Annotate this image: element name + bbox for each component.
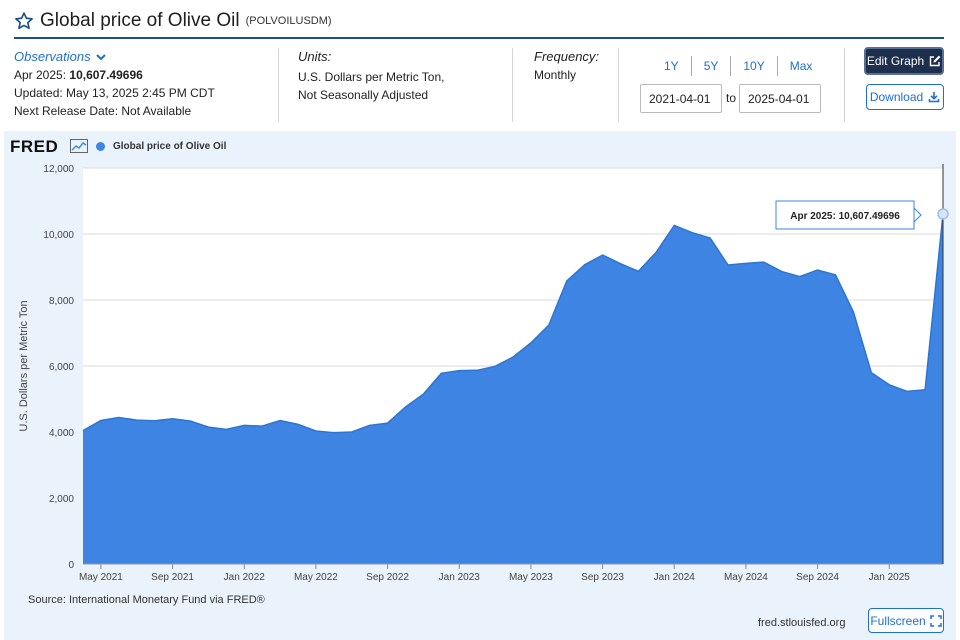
download-button[interactable]: Download (866, 84, 944, 110)
range-max-button[interactable]: Max (789, 59, 813, 73)
y-axis-title: U.S. Dollars per Metric Ton (18, 300, 30, 431)
range-separator (690, 56, 692, 76)
legend-label: Global price of Olive Oil (113, 141, 227, 152)
x-tick-label: May 2023 (509, 572, 553, 583)
legend-swatch (96, 142, 105, 151)
x-tick-label: May 2024 (724, 572, 768, 583)
date-to-label: to (726, 91, 737, 105)
x-tick-label: Sep 2023 (581, 572, 624, 583)
latest-observation-label: Apr 2025: (14, 68, 67, 82)
download-label: Download (869, 90, 924, 104)
y-tick-label: 12,000 (43, 164, 74, 175)
x-tick-label: Jan 2024 (654, 572, 696, 583)
units-line-2: Not Seasonally Adjusted (298, 88, 429, 102)
observations-block: Observations Apr 2025: 10,607.49696 Upda… (14, 48, 215, 120)
x-tick-label: Jan 2022 (224, 572, 266, 583)
x-tick-label: Sep 2021 (151, 572, 194, 583)
footer-url[interactable]: fred.stlouisfed.org (758, 617, 846, 629)
end-date-input[interactable] (739, 84, 821, 113)
latest-observation: Apr 2025: 10,607.49696 (14, 66, 215, 84)
fullscreen-label: Fullscreen (870, 613, 926, 628)
x-tick-label: Jan 2025 (869, 572, 911, 583)
edit-graph-button[interactable]: Edit Graph (864, 47, 944, 75)
tooltip-box (775, 200, 915, 230)
x-tick-label: Sep 2022 (366, 572, 409, 583)
y-tick-label: 6,000 (49, 362, 74, 373)
hover-point (937, 208, 949, 220)
series-line (82, 213, 944, 434)
latest-observation-value: 10,607.49696 (69, 68, 143, 82)
observations-heading: Observations (14, 49, 91, 64)
updated-text: Updated: May 13, 2025 2:45 PM CDT (14, 86, 215, 100)
meta-divider (844, 48, 845, 122)
meta-divider (618, 48, 619, 122)
x-tick-label: May 2022 (294, 572, 338, 583)
fred-chart-logo-icon (70, 139, 88, 153)
edit-icon (929, 55, 941, 67)
next-release-text: Next Release Date: Not Available (14, 104, 192, 118)
meta-divider (512, 48, 513, 122)
title-divider (14, 37, 944, 39)
range-separator (730, 56, 732, 76)
x-tick-label: Jan 2023 (439, 572, 481, 583)
fullscreen-button[interactable]: Fullscreen (868, 608, 944, 633)
units-line-1: U.S. Dollars per Metric Ton, (298, 70, 445, 84)
observations-toggle[interactable]: Observations (14, 48, 215, 66)
range-10y-button[interactable]: 10Y (743, 59, 765, 73)
chart-source: Source: International Monetary Fund via … (28, 594, 265, 606)
range-1y-button[interactable]: 1Y (664, 59, 679, 73)
y-tick-label: 0 (68, 560, 74, 571)
edit-graph-label: Edit Graph (866, 54, 925, 68)
tooltip-pointer (913, 206, 922, 224)
meta-divider (278, 48, 279, 122)
start-date-input[interactable] (640, 84, 722, 113)
range-5y-button[interactable]: 5Y (703, 59, 719, 73)
series-area (83, 214, 943, 564)
y-tick-label: 8,000 (49, 296, 74, 307)
y-tick-label: 10,000 (43, 230, 74, 241)
x-tick-label: May 2021 (79, 572, 123, 583)
frequency-block: Frequency: Monthly (534, 48, 599, 84)
range-buttons: 1Y 5Y 10Y Max (652, 56, 824, 76)
x-tick-label: Sep 2024 (796, 572, 839, 583)
range-separator (776, 56, 778, 76)
chart-legend[interactable]: Global price of Olive Oil (96, 141, 226, 152)
title-row: Global price of Olive Oil (POLVOILUSDM) (14, 6, 944, 36)
frequency-heading: Frequency: (534, 49, 600, 64)
star-icon[interactable] (14, 11, 34, 31)
units-block: Units: U.S. Dollars per Metric Ton, Not … (298, 48, 445, 104)
fullscreen-icon (929, 614, 942, 627)
y-tick-label: 2,000 (49, 494, 74, 505)
units-heading: Units: (298, 49, 332, 64)
y-tick-label: 4,000 (49, 428, 74, 439)
chevron-down-icon (95, 54, 106, 61)
frequency-value: Monthly (534, 68, 577, 82)
download-icon (928, 92, 940, 103)
page-title: Global price of Olive Oil (40, 10, 240, 31)
tooltip-text: Apr 2025: 10,607.49696 (790, 211, 900, 222)
series-id: (POLVOILUSDM) (245, 15, 332, 27)
fred-logo: FRED (10, 137, 59, 156)
